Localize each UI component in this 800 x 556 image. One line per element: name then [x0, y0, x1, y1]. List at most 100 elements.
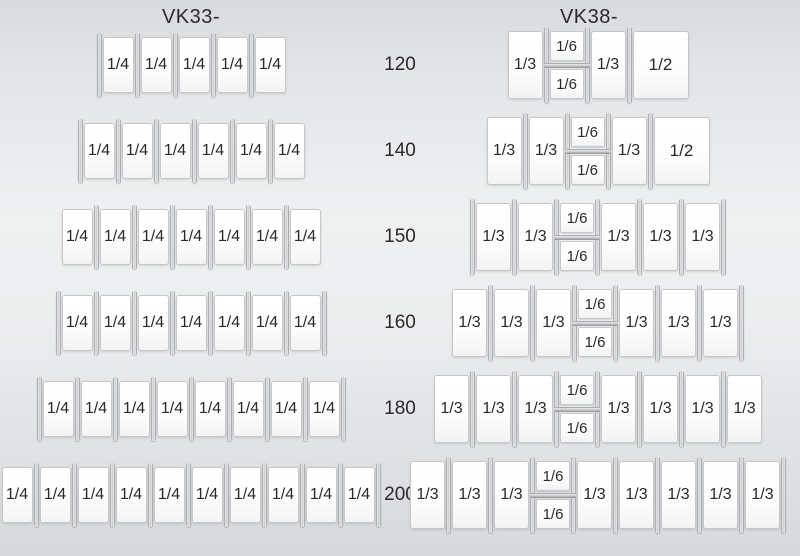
compartment-1-3: 1/3 — [452, 289, 487, 357]
diagram-grid: VK33- VK38- 1/4 1/4 1/4 1/4 1/4 120 1/3 1/6 1/6 1… — [0, 6, 800, 538]
compartment-1-3: 1/3 — [703, 289, 738, 357]
divider-bar — [522, 113, 528, 189]
divider-bar — [169, 291, 175, 355]
compartment-1-4: 1/4 — [229, 467, 261, 523]
compartment-1-6: 1/6 — [570, 155, 605, 185]
divider-bar — [321, 291, 327, 355]
compartment-1-4: 1/4 — [267, 467, 299, 523]
compartment-1-3: 1/3 — [494, 461, 529, 529]
compartment-1-6: 1/6 — [549, 69, 584, 99]
divider-bar — [340, 377, 346, 441]
divider-bar — [512, 199, 517, 275]
divider-bar — [229, 119, 235, 183]
vk38-row-140: 1/3 1/3 1/6 1/6 1/3 1/2 — [418, 108, 800, 194]
compartment-1-4: 1/4 — [118, 381, 150, 437]
divider-bar — [337, 463, 343, 527]
divider-bar — [207, 291, 213, 355]
divider-bar — [248, 33, 254, 97]
compartment-1-6: 1/6 — [578, 327, 612, 357]
compartment-1-4: 1/4 — [99, 295, 131, 351]
size-label-200: 200 — [384, 484, 416, 505]
divider-bar — [153, 119, 159, 183]
compartment-1-4: 1/4 — [175, 295, 207, 351]
vk33-column-header: VK33- — [161, 6, 221, 28]
compartment-1-3: 1/3 — [518, 203, 553, 271]
compartment-1-6: 1/6 — [560, 375, 594, 405]
compartment-1-2: 1/2 — [653, 117, 710, 185]
compartment-1-6-stack: 1/6 1/6 — [572, 289, 618, 357]
divider-bar — [283, 205, 289, 269]
divider-bar — [112, 377, 118, 441]
vk38-row-150: 1/3 1/3 1/6 1/6 1/3 1/3 1/3 — [418, 194, 800, 280]
divider-bar — [739, 457, 744, 533]
horizontal-divider-bar — [543, 62, 590, 68]
divider-bar — [299, 463, 305, 527]
compartment-1-3: 1/3 — [619, 289, 654, 357]
compartment-1-4: 1/4 — [121, 123, 153, 179]
divider-bar — [55, 291, 61, 355]
compartment-1-3: 1/3 — [410, 461, 445, 529]
horizontal-divider-bar — [530, 492, 576, 498]
divider-bar — [488, 457, 493, 533]
compartment-1-4: 1/4 — [251, 209, 283, 265]
size-label-120: 120 — [384, 54, 416, 75]
divider-bar — [150, 377, 156, 441]
compartment-1-4: 1/4 — [289, 295, 321, 351]
compartment-1-4: 1/4 — [137, 295, 169, 351]
divider-bar — [655, 285, 660, 361]
compartment-1-4: 1/4 — [61, 295, 93, 351]
divider-bar — [109, 463, 115, 527]
compartment-1-4: 1/4 — [289, 209, 321, 265]
compartment-1-4: 1/4 — [102, 37, 134, 93]
compartment-1-4: 1/4 — [39, 467, 71, 523]
compartment-1-4: 1/4 — [61, 209, 93, 265]
size-label-150: 150 — [384, 226, 416, 247]
divider-bar — [115, 119, 121, 183]
compartment-1-6: 1/6 — [536, 461, 570, 491]
divider-bar — [71, 463, 77, 527]
divider-bar — [697, 285, 702, 361]
compartment-1-3: 1/3 — [685, 203, 720, 271]
compartment-1-3: 1/3 — [661, 461, 696, 529]
divider-bar — [172, 33, 178, 97]
divider-bar — [721, 199, 726, 275]
compartment-1-3: 1/3 — [577, 461, 612, 529]
compartment-1-3: 1/3 — [661, 289, 696, 357]
compartment-1-6: 1/6 — [560, 241, 594, 271]
compartment-1-2: 1/2 — [632, 31, 689, 99]
compartment-1-4: 1/4 — [156, 381, 188, 437]
compartment-1-4: 1/4 — [232, 381, 264, 437]
compartment-1-3: 1/3 — [601, 203, 636, 271]
divider-bar — [637, 199, 642, 275]
compartment-1-3: 1/3 — [476, 203, 511, 271]
divider-bar — [647, 113, 653, 189]
compartment-1-3: 1/3 — [590, 31, 626, 99]
vk33-row-180: 1/4 1/4 1/4 1/4 1/4 1/4 1/4 1/4 — [0, 366, 382, 452]
divider-bar — [96, 33, 102, 97]
compartment-1-4: 1/4 — [137, 209, 169, 265]
divider-bar — [77, 119, 83, 183]
vk33-row-160: 1/4 1/4 1/4 1/4 1/4 1/4 1/4 — [0, 280, 382, 366]
compartment-1-4: 1/4 — [254, 37, 286, 93]
size-label-140: 140 — [384, 140, 416, 161]
compartment-1-4: 1/4 — [213, 295, 245, 351]
compartment-1-4: 1/4 — [115, 467, 147, 523]
compartment-1-3: 1/3 — [643, 375, 678, 443]
horizontal-divider-bar — [554, 406, 600, 412]
compartment-1-4: 1/4 — [213, 209, 245, 265]
vk33-row-200: 1/4 1/4 1/4 1/4 1/4 1/4 1/4 1/4 1/4 1/4 — [0, 452, 382, 538]
divider-bar — [697, 457, 702, 533]
vk33-row-140: 1/4 1/4 1/4 1/4 1/4 1/4 — [0, 108, 382, 194]
divider-bar — [33, 463, 39, 527]
compartment-1-6: 1/6 — [536, 499, 570, 529]
compartment-1-6: 1/6 — [578, 289, 612, 319]
vk38-row-180: 1/3 1/3 1/3 1/6 1/6 1/3 1/3 1/3 1/3 — [418, 366, 800, 452]
compartment-1-3: 1/3 — [486, 117, 522, 185]
divider-bar — [147, 463, 153, 527]
compartment-1-3: 1/3 — [703, 461, 738, 529]
divider-bar — [679, 371, 684, 447]
compartment-1-3: 1/3 — [536, 289, 571, 357]
compartment-1-3: 1/3 — [476, 375, 511, 443]
divider-bar — [721, 371, 726, 447]
compartment-1-6: 1/6 — [549, 31, 584, 61]
